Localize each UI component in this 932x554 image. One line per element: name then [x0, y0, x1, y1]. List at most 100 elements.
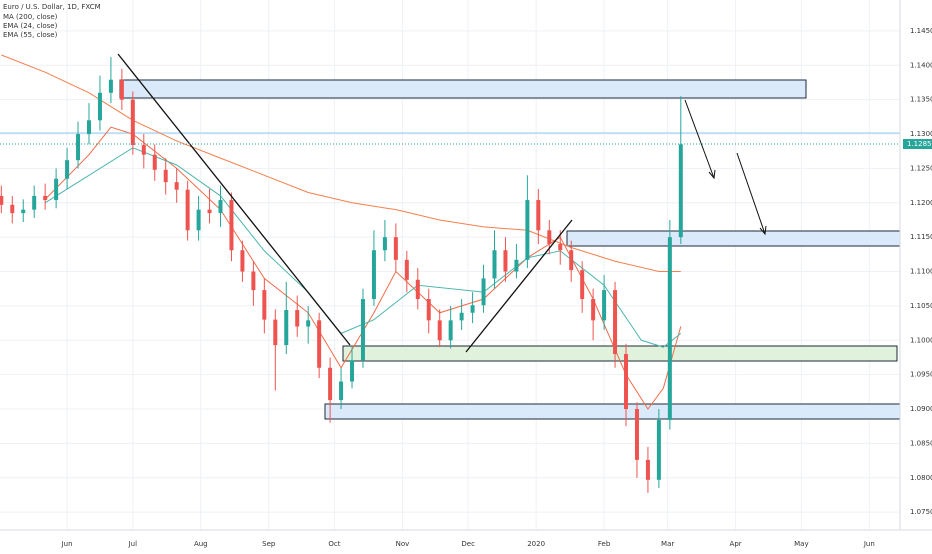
y-tick-label: 1.14000 — [910, 61, 932, 69]
resistance-zone — [119, 79, 807, 99]
candle-body — [152, 154, 157, 170]
x-tick-label: Jun — [863, 540, 875, 548]
candle-body — [54, 178, 59, 201]
candle-body — [130, 99, 135, 146]
legend-entry: EMA (24, close) — [3, 22, 58, 30]
candle-body — [43, 195, 48, 201]
last-price-label: 1.12855 — [907, 140, 932, 148]
y-tick-label: 1.14500 — [910, 27, 932, 35]
candle-body — [470, 305, 475, 313]
support-zone — [342, 345, 898, 362]
candle-body — [536, 200, 541, 231]
candle-body — [119, 79, 124, 100]
candle-body — [207, 209, 212, 214]
candle-body — [415, 279, 420, 300]
drawings — [0, 79, 908, 420]
x-tick-label: Feb — [598, 540, 611, 548]
candle-body — [65, 160, 70, 179]
candle-body — [503, 250, 508, 272]
candle-body — [448, 320, 453, 341]
candle-body — [86, 120, 91, 135]
y-tick-label: 1.11500 — [910, 233, 932, 241]
annotations — [117, 53, 767, 353]
candle-body — [404, 259, 409, 280]
candle-body — [667, 237, 672, 421]
candle-body — [163, 169, 168, 183]
candle-body — [328, 367, 333, 401]
support-zone — [566, 230, 908, 247]
x-tick-label: Sep — [262, 540, 276, 548]
candle-body — [21, 209, 26, 214]
candle-body — [306, 320, 311, 327]
last-price-badge — [903, 139, 932, 150]
x-tick-label: Jul — [128, 540, 138, 548]
candle-body — [437, 320, 442, 341]
candle-body — [339, 381, 344, 401]
candle-body — [371, 250, 376, 300]
x-tick-label: 2020 — [527, 540, 545, 548]
candle-body — [97, 92, 102, 121]
trend-line — [465, 219, 573, 353]
y-tick-label: 1.12500 — [910, 164, 932, 172]
trend-line — [117, 53, 351, 346]
moving-average-line — [44, 126, 682, 410]
candle-body — [382, 237, 387, 251]
price-axis — [900, 0, 932, 550]
y-tick-label: 1.10000 — [910, 336, 932, 344]
legend: Euro / U.S. Dollar, 1D, FXCM MA (200, cl… — [3, 3, 101, 39]
candle-body — [634, 409, 639, 460]
arrow — [684, 99, 715, 179]
candle-body — [481, 278, 486, 306]
candle-body — [580, 270, 585, 300]
candle-body — [174, 182, 179, 190]
x-tick-label: Nov — [396, 540, 410, 548]
candle-body — [108, 79, 113, 93]
candle-body — [645, 459, 650, 480]
candle-body — [0, 195, 4, 205]
arrow-head — [759, 225, 767, 236]
y-tick-label: 1.09000 — [910, 405, 932, 413]
candle-body — [656, 420, 661, 480]
y-tick-label: 1.11000 — [910, 268, 932, 276]
candle-body — [295, 310, 300, 327]
y-tick-label: 1.08000 — [910, 474, 932, 482]
candle-body — [678, 144, 683, 238]
legend-entry: MA (200, close) — [3, 13, 58, 21]
candle-body — [141, 145, 146, 155]
arrow — [736, 152, 766, 235]
x-tick-label: Aug — [194, 540, 208, 548]
candle-body — [317, 320, 322, 368]
x-tick-label: Dec — [461, 540, 475, 548]
x-tick-label: Mar — [661, 540, 674, 548]
y-tick-label: 1.08500 — [910, 439, 932, 447]
y-tick-label: 1.13500 — [910, 96, 932, 104]
candle-body — [262, 290, 267, 320]
candle-body — [602, 290, 607, 321]
y-tick-label: 1.09500 — [910, 371, 932, 379]
y-tick-label: 1.10500 — [910, 302, 932, 310]
x-tick-label: Apr — [730, 540, 742, 548]
chart-title: Euro / U.S. Dollar, 1D, FXCM — [3, 3, 101, 11]
legend-entry: EMA (55, close) — [3, 31, 58, 39]
candle-body — [547, 230, 552, 245]
candle-body — [76, 134, 81, 161]
candle-body — [569, 250, 574, 271]
candle-body — [185, 189, 190, 231]
candle-body — [613, 290, 618, 355]
candle-body — [492, 250, 497, 279]
y-tick-label: 1.13000 — [910, 130, 932, 138]
candle-body — [273, 319, 278, 346]
moving-average-line — [1, 54, 681, 273]
candle-body — [350, 360, 355, 382]
candle-body — [10, 204, 15, 214]
candle-body — [251, 271, 256, 291]
candle-body — [218, 200, 223, 214]
y-tick-label: 1.07500 — [910, 508, 932, 516]
candle-body — [459, 312, 464, 321]
candle-body — [196, 209, 201, 231]
candle-body — [426, 299, 431, 321]
candle-body — [558, 244, 563, 251]
candle-body — [360, 299, 365, 361]
candle-body — [624, 354, 629, 410]
